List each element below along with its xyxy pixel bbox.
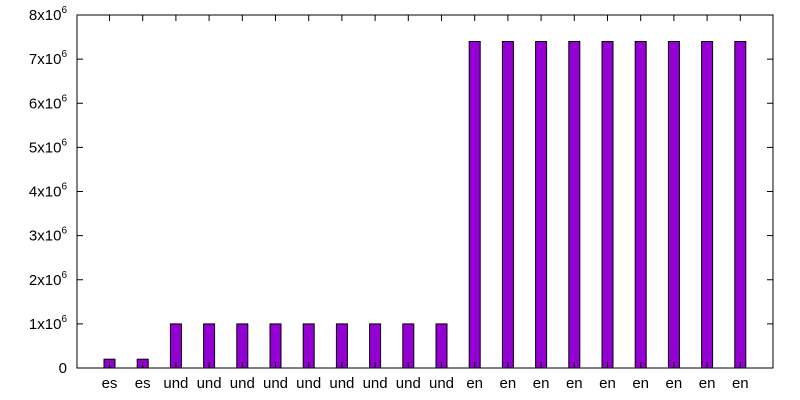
y-tick-label-base: 1x10 — [29, 316, 62, 333]
bar-2 — [169, 323, 182, 369]
x-category-label-19: en — [732, 375, 749, 392]
bar-16 — [634, 41, 647, 369]
x-category-label-16: en — [632, 375, 649, 392]
bar-15 — [601, 41, 614, 369]
x-category-label-12: en — [500, 375, 517, 392]
bars-group — [103, 41, 747, 369]
x-category-label-11: en — [466, 375, 483, 392]
x-category-label-9: und — [396, 375, 421, 392]
y-tick-label-base: 0 — [59, 360, 67, 377]
x-category-label-4: und — [230, 375, 255, 392]
bar-11 — [468, 41, 481, 369]
y-axis-ticks: 01x1062x1063x1064x1065x1066x1067x1068x10… — [29, 5, 773, 377]
bar-4 — [236, 323, 249, 369]
y-tick-label-6: 6x106 — [29, 93, 68, 112]
x-axis-ticks: es es und und und und und und und und und en en en en e… — [102, 15, 749, 392]
bar-7 — [335, 323, 348, 369]
x-category-label-15: en — [599, 375, 616, 392]
y-tick-label-base: 8x10 — [29, 7, 62, 24]
y-tick-label-base: 2x10 — [29, 272, 62, 289]
y-tick-label-base: 6x10 — [29, 95, 62, 112]
bar-17 — [667, 41, 680, 369]
y-tick-label-exponent: 6 — [61, 49, 67, 60]
y-tick-label-5: 5x106 — [29, 137, 68, 156]
x-category-label-3: und — [197, 375, 222, 392]
x-category-label-5: und — [263, 375, 288, 392]
bar-18 — [701, 41, 714, 369]
x-category-label-7: und — [329, 375, 354, 392]
y-tick-label-exponent: 6 — [61, 5, 67, 16]
bar-10 — [435, 323, 448, 369]
x-category-label-1: es — [135, 375, 151, 392]
y-tick-label-8: 8x106 — [29, 5, 68, 24]
x-category-label-2: und — [163, 375, 188, 392]
y-tick-label-base: 7x10 — [29, 51, 62, 68]
x-category-label-10: und — [429, 375, 454, 392]
x-category-label-18: en — [699, 375, 716, 392]
bar-13 — [535, 41, 548, 369]
y-tick-label-3: 3x106 — [29, 226, 68, 245]
bar-5 — [269, 323, 282, 369]
y-tick-label-exponent: 6 — [61, 137, 67, 148]
y-tick-label-base: 3x10 — [29, 228, 62, 245]
bar-6 — [302, 323, 315, 369]
y-tick-label-2: 2x106 — [29, 270, 68, 289]
x-category-label-6: und — [296, 375, 321, 392]
x-category-label-0: es — [102, 375, 118, 392]
y-tick-label-base: 4x10 — [29, 184, 62, 201]
y-tick-label-exponent: 6 — [61, 314, 67, 325]
y-tick-label-base: 5x10 — [29, 139, 62, 156]
y-tick-label-7: 7x106 — [29, 49, 68, 68]
y-tick-label-exponent: 6 — [61, 182, 67, 193]
bar-9 — [402, 323, 415, 369]
bar-14 — [568, 41, 581, 369]
bar-8 — [369, 323, 382, 369]
y-tick-label-1: 1x106 — [29, 314, 68, 333]
x-category-label-8: und — [363, 375, 388, 392]
bar-19 — [734, 41, 747, 369]
y-tick-label-4: 4x106 — [29, 182, 68, 201]
y-tick-label-exponent: 6 — [61, 93, 67, 104]
x-category-label-14: en — [566, 375, 583, 392]
bar-3 — [203, 323, 216, 369]
bar-12 — [501, 41, 514, 369]
x-category-label-13: en — [533, 375, 550, 392]
y-tick-label-0: 0 — [59, 360, 67, 377]
y-tick-label-exponent: 6 — [61, 270, 67, 281]
x-category-label-17: en — [666, 375, 683, 392]
y-tick-label-exponent: 6 — [61, 226, 67, 237]
